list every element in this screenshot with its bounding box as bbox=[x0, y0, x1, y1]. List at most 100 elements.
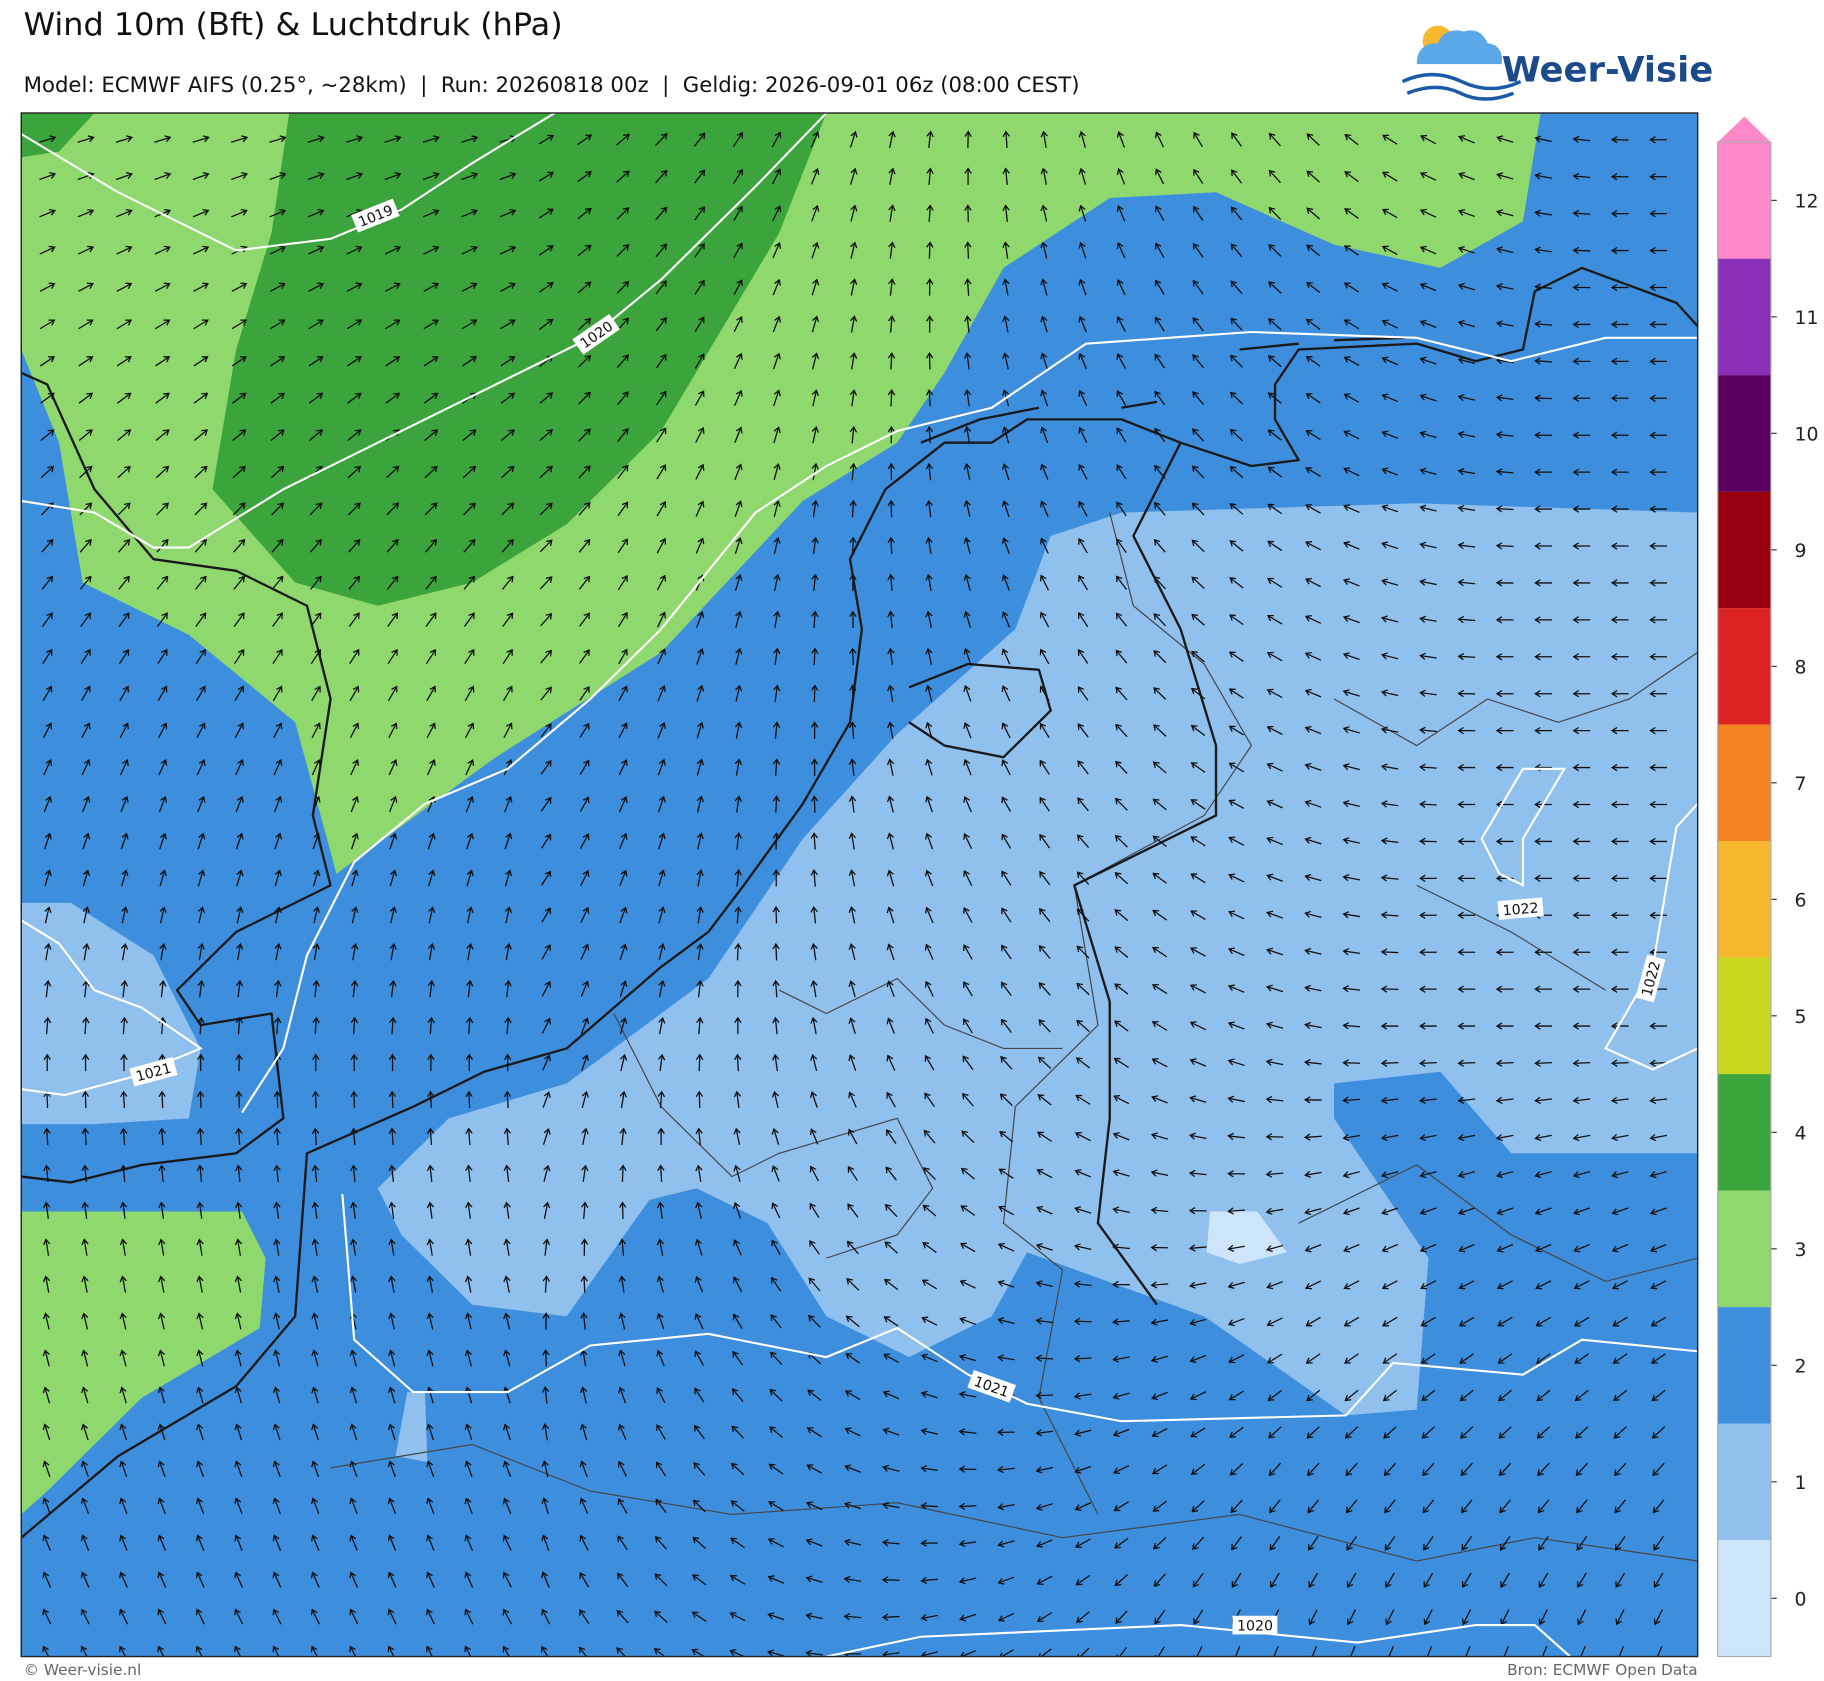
wind-arrow bbox=[1420, 1316, 1436, 1327]
wind-arrow bbox=[464, 1645, 472, 1657]
wind-arrow bbox=[194, 502, 208, 516]
wind-arrow bbox=[1385, 1646, 1394, 1657]
wind-arrow bbox=[78, 356, 94, 367]
wind-arrow bbox=[1343, 245, 1359, 256]
wind-arrow bbox=[118, 1645, 127, 1657]
wind-arrow bbox=[539, 465, 553, 479]
wind-arrow bbox=[1380, 1133, 1399, 1142]
wind-arrow bbox=[616, 354, 629, 368]
wind-arrow bbox=[119, 1127, 128, 1146]
wind-arrow bbox=[503, 1053, 512, 1072]
wind-arrow bbox=[1610, 616, 1629, 624]
wind-arrow bbox=[772, 942, 780, 961]
wind-arrow bbox=[1342, 726, 1360, 734]
wind-arrow bbox=[657, 795, 666, 813]
wind-arrow bbox=[963, 462, 972, 481]
wind-arrow bbox=[657, 721, 666, 739]
wind-arrow bbox=[887, 721, 895, 739]
wind-arrow bbox=[232, 465, 246, 479]
wind-arrow bbox=[1229, 465, 1244, 479]
wind-arrow bbox=[1154, 316, 1165, 332]
wind-arrow bbox=[1457, 430, 1476, 439]
wind-arrow bbox=[154, 319, 171, 330]
wind-arrow bbox=[920, 1465, 938, 1473]
wind-arrow bbox=[772, 979, 780, 998]
wind-arrow bbox=[810, 795, 819, 813]
wind-arrow bbox=[581, 1127, 589, 1146]
wind-arrow bbox=[154, 282, 171, 292]
wind-arrow bbox=[920, 1427, 938, 1436]
wind-arrow bbox=[273, 1164, 281, 1183]
wind-arrow bbox=[1534, 653, 1552, 661]
wind-arrow bbox=[580, 943, 590, 960]
wind-arrow bbox=[618, 685, 628, 702]
wind-arrow bbox=[1422, 1499, 1435, 1514]
wind-arrow bbox=[465, 1016, 474, 1035]
wind-arrow bbox=[656, 1238, 665, 1256]
wind-arrow bbox=[847, 1165, 859, 1182]
wind-arrow bbox=[349, 1238, 358, 1256]
wind-arrow bbox=[691, 1611, 707, 1623]
wind-arrow bbox=[1649, 874, 1667, 883]
colorbar-swatch bbox=[1717, 375, 1771, 492]
wind-arrow bbox=[579, 685, 590, 701]
wind-arrow bbox=[350, 979, 359, 998]
wind-arrow bbox=[1307, 1535, 1319, 1551]
wind-arrow bbox=[1001, 611, 1011, 628]
wind-arrow bbox=[733, 242, 743, 258]
wind-arrow bbox=[1000, 981, 1012, 997]
wind-arrow bbox=[1457, 245, 1475, 254]
wind-arrow bbox=[696, 832, 704, 850]
wind-arrow bbox=[1267, 1389, 1283, 1401]
wind-arrow bbox=[1231, 132, 1243, 147]
wind-arrow bbox=[849, 573, 857, 592]
wind-arrow bbox=[197, 869, 206, 887]
wind-arrow bbox=[925, 315, 934, 333]
wind-arrow bbox=[466, 906, 474, 924]
wind-arrow bbox=[389, 979, 397, 998]
wind-arrow bbox=[1190, 910, 1206, 921]
wind-arrow bbox=[696, 1016, 704, 1035]
wind-arrow bbox=[308, 392, 324, 404]
wind-arrow bbox=[273, 759, 283, 776]
colorbar-swatch bbox=[1717, 608, 1771, 725]
wind-arrow bbox=[1228, 836, 1245, 846]
wind-arrow bbox=[805, 1501, 823, 1511]
wind-arrow bbox=[235, 1090, 243, 1109]
wind-arrow bbox=[426, 1127, 435, 1146]
wind-arrow bbox=[1381, 578, 1399, 586]
wind-arrow bbox=[1342, 1171, 1360, 1179]
wind-arrow bbox=[1073, 1392, 1092, 1400]
wind-arrow bbox=[1154, 242, 1165, 258]
wind-arrow bbox=[694, 242, 705, 258]
wind-arrow bbox=[1342, 763, 1360, 771]
wind-arrow bbox=[1116, 130, 1125, 148]
wind-arrow bbox=[1150, 1243, 1169, 1252]
wind-arrow bbox=[770, 1314, 782, 1329]
wind-arrow bbox=[884, 1203, 898, 1218]
wind-arrow bbox=[1075, 1574, 1091, 1586]
wind-arrow bbox=[234, 1201, 243, 1219]
wind-arrow bbox=[887, 388, 896, 407]
wind-arrow bbox=[426, 722, 436, 739]
wind-arrow bbox=[192, 245, 210, 255]
wind-arrow bbox=[272, 1534, 282, 1551]
wind-arrow bbox=[465, 1053, 474, 1072]
wind-arrow bbox=[273, 722, 283, 739]
wind-arrow bbox=[157, 1275, 166, 1293]
wind-arrow bbox=[691, 1648, 706, 1657]
wind-arrow bbox=[655, 390, 667, 406]
wind-arrow bbox=[464, 685, 475, 702]
wind-arrow bbox=[655, 206, 668, 221]
wind-arrow bbox=[1268, 281, 1282, 294]
wind-arrow bbox=[1382, 134, 1398, 145]
wind-arrow bbox=[579, 649, 590, 664]
wind-arrow bbox=[235, 832, 244, 850]
wind-arrow bbox=[1457, 467, 1476, 476]
wind-arrow bbox=[1610, 800, 1629, 809]
wind-arrow bbox=[1495, 690, 1514, 698]
colorbar-swatch bbox=[1717, 258, 1771, 376]
wind-arrow bbox=[1610, 394, 1629, 402]
wind-arrow bbox=[1303, 1133, 1322, 1141]
wind-arrow bbox=[539, 539, 553, 553]
